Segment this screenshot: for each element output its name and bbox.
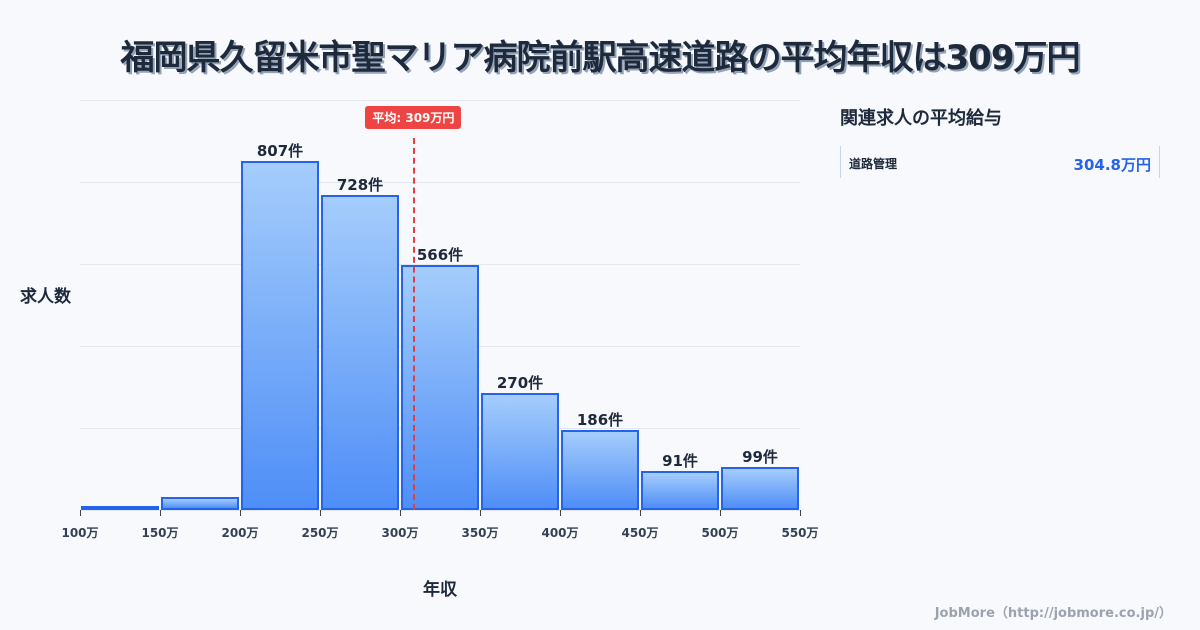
x-tick-label: 200万 [221, 526, 259, 540]
footer-credit: JobMore（http://jobmore.co.jp/） [934, 606, 1172, 621]
bar-count-label: 99件 [742, 448, 778, 466]
related-salary-title: 関連求人の平均給与 [840, 108, 1002, 129]
histogram-bar [241, 161, 319, 510]
related-job-name: 道路管理 [849, 157, 898, 171]
x-tick [80, 510, 81, 516]
average-line [413, 138, 416, 510]
histogram-bar [161, 497, 239, 510]
x-tick-label: 300万 [381, 526, 419, 540]
x-tick [800, 510, 801, 516]
average-badge: 平均: 309万円 [365, 106, 462, 129]
gridline [80, 182, 800, 183]
bar-count-label: 91件 [662, 452, 698, 470]
bar-count-label: 186件 [576, 411, 624, 429]
bar-count-label: 270件 [496, 374, 544, 392]
x-tick [480, 510, 481, 516]
baseline [80, 510, 800, 511]
x-tick-label: 150万 [141, 526, 179, 540]
x-tick [240, 510, 241, 516]
page-title: 福岡県久留米市聖マリア病院前駅高速道路の平均年収は309万円 [120, 38, 1081, 78]
x-tick-label: 500万 [701, 526, 739, 540]
histogram-bar [641, 471, 719, 510]
x-tick [720, 510, 721, 516]
x-tick [560, 510, 561, 516]
bar-count-label: 566件 [416, 246, 464, 264]
gridline [80, 264, 800, 265]
bar-count-label: 728件 [336, 176, 384, 194]
x-tick [160, 510, 161, 516]
bar-count-label: 807件 [256, 142, 304, 160]
x-tick-label: 450万 [621, 526, 659, 540]
x-axis-label: 年収 [423, 580, 457, 600]
x-tick [400, 510, 401, 516]
histogram-bar [561, 430, 639, 510]
histogram-bar [321, 195, 399, 510]
histogram-bar [721, 467, 799, 510]
y-axis-label: 求人数 [20, 287, 71, 307]
related-job-salary: 304.8万円 [1073, 156, 1151, 174]
x-tick-label: 400万 [541, 526, 579, 540]
x-tick [640, 510, 641, 516]
x-tick [320, 510, 321, 516]
histogram-bar [81, 506, 159, 510]
x-tick-label: 100万 [61, 526, 99, 540]
histogram-bar [481, 393, 559, 510]
related-job-row[interactable]: 道路管理 304.8万円 [840, 146, 1160, 178]
gridline [80, 100, 800, 101]
x-tick-label: 350万 [461, 526, 499, 540]
histogram-plot: 807件 728件 566件 270件 186件 91件 99件 100万 150万 200万 2… [61, 100, 819, 540]
x-tick-label: 550万 [781, 526, 819, 540]
x-tick-label: 250万 [301, 526, 339, 540]
